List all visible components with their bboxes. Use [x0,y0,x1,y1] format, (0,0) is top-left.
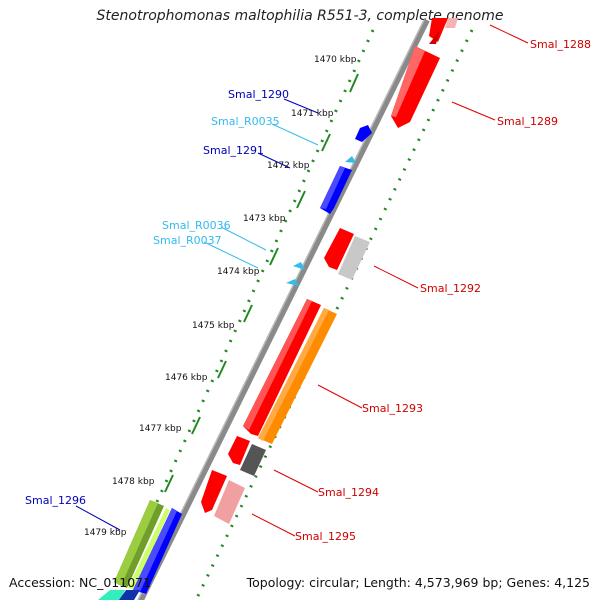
feature-smal-1296-blue-highlight [133,508,177,592]
label-smal-r0037[interactable]: Smal_R0037 [153,234,222,247]
feature-smal-1295[interactable] [214,480,245,524]
map-title: Stenotrophomonas maltophilia R551-3, com… [96,8,504,24]
label-smal-1296[interactable]: Smal_1296 [25,494,86,507]
tick-label: 1472 kbp [267,161,310,171]
label-smal-1291[interactable]: Smal_1291 [203,144,264,157]
accession-text: Accession: NC_011071 [9,575,152,590]
major-tick-mark [191,416,201,435]
tick-label: 1475 kbp [192,321,235,331]
major-tick-mark [321,133,331,152]
label-smal-1294[interactable]: Smal_1294 [318,486,379,499]
feature-smal-r0035[interactable] [345,156,356,163]
feature-smal-1290[interactable] [355,125,372,142]
feature-smal-1293-orange-highlight [258,308,329,441]
tick-labels: 1470 kbp 1471 kbp 1472 kbp 1473 kbp 1474… [84,55,357,538]
feature-smal-1294-red[interactable] [228,436,250,465]
feature-smal-1295-red[interactable] [201,470,227,513]
feature-smal-1294[interactable] [240,444,266,476]
tick-label: 1473 kbp [243,214,286,224]
genome-backbone [137,18,430,600]
feature-smal-1288-pale [445,18,458,28]
tick-label: 1476 kbp [165,373,208,383]
feature-next-cyan [98,590,125,600]
feature-smal-1292-pale [338,236,370,280]
major-tick-mark [296,190,306,209]
major-tick-mark [217,360,227,379]
feature-labels: Smal_1288 Smal_1289 Smal_1290 Smal_R0035… [25,38,591,543]
feature-smal-1289-highlight [391,46,425,117]
major-tick-mark [349,73,359,93]
feature-smal-1288-shade [429,30,440,44]
topology-text: Topology: circular; Length: 4,573,969 bp… [246,575,590,590]
feature-smal-r0036[interactable] [293,262,305,270]
label-smal-r0036[interactable]: Smal_R0036 [162,219,231,232]
label-smal-1295[interactable]: Smal_1295 [295,530,356,543]
feature-smal-1289[interactable] [391,46,440,128]
major-tick-mark [243,304,253,323]
label-smal-r0035[interactable]: Smal_R0035 [211,115,280,128]
major-tick-mark [164,474,174,493]
tick-label: 1471 kbp [291,109,334,119]
tick-label: 1474 kbp [217,267,260,277]
major-tick-mark [269,247,279,266]
label-connectors [75,24,529,537]
tick-label: 1477 kbp [139,424,182,434]
label-smal-1293[interactable]: Smal_1293 [362,402,423,415]
label-smal-1289[interactable]: Smal_1289 [497,115,558,128]
tick-label: 1479 kbp [84,528,127,538]
tick-label: 1478 kbp [112,477,155,487]
tick-label: 1470 kbp [314,55,357,65]
label-smal-1288[interactable]: Smal_1288 [530,38,591,51]
label-smal-1292[interactable]: Smal_1292 [420,282,481,295]
feature-smal-1293-highlight [243,299,312,430]
feature-smal-r0037[interactable] [286,279,299,286]
feature-smal-1288[interactable] [429,18,448,42]
feature-smal-1291-highlight [320,166,345,209]
features [98,18,458,600]
feature-next-blue [119,590,140,600]
feature-smal-1292[interactable] [324,228,354,270]
feature-smal-1296-green-highlight [114,500,158,586]
label-smal-1290[interactable]: Smal_1290 [228,88,289,101]
